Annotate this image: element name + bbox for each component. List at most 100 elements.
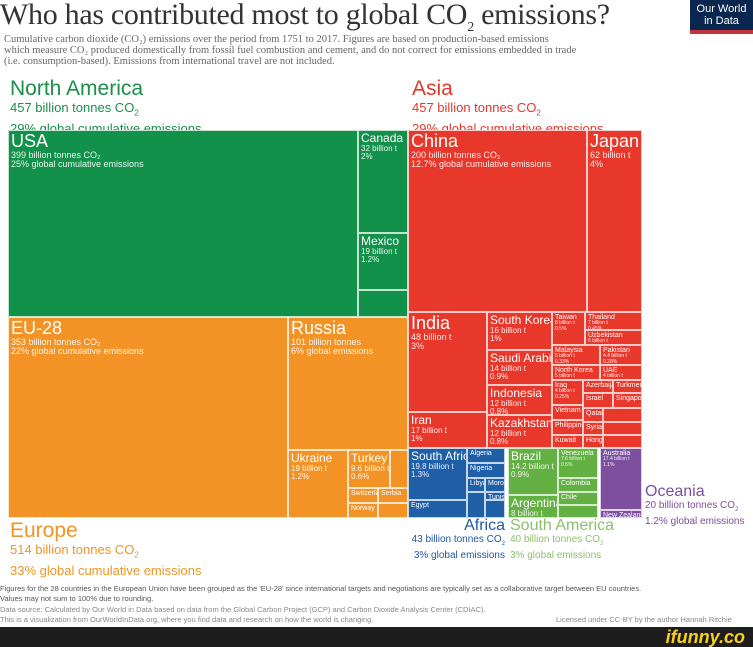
country-tile-new-zealand: New Zealand bbox=[600, 510, 642, 518]
country-tile-azerbaijan: Azerbaijan bbox=[583, 380, 613, 393]
country-name: Colombia bbox=[561, 480, 591, 487]
country-tile-tunisia: Tunisia bbox=[485, 492, 505, 500]
country-value: 17.4 billion t bbox=[603, 456, 630, 463]
country-value: 7 billion t bbox=[588, 320, 608, 327]
country-tile-philippines: Philippines bbox=[552, 420, 583, 435]
country-tile-turkmenistan: Turkmenistan bbox=[613, 380, 642, 393]
country-value: 6 billion t bbox=[588, 338, 608, 345]
country-tile-switzerland: Switzerland bbox=[348, 488, 378, 503]
country-name: Philippines bbox=[555, 422, 582, 429]
country-tile-south-africa: South Africa19.8 billion t1.3% bbox=[408, 448, 467, 500]
country-name: Turkmenistan bbox=[616, 382, 641, 389]
region-label-north-america: North America 457 billion tonnes CO2 29%… bbox=[10, 77, 202, 136]
country-tile-ukraine: Ukraine 19 billion t 1.2% bbox=[288, 450, 348, 518]
country-share: 0.25% bbox=[555, 393, 570, 400]
subtitle-line: which measure CO₂ produced domestically … bbox=[4, 45, 577, 56]
owid-logo[interactable]: Our World in Data bbox=[690, 0, 753, 34]
country-tile-venezuela: Venezuela 7.6 billion t 0.5% bbox=[558, 448, 598, 478]
country-share: 0.5% bbox=[555, 325, 567, 332]
country-tile-small bbox=[467, 492, 485, 518]
country-name: New Zealand bbox=[603, 512, 642, 518]
page-title: Who has contributed most to global CO2 e… bbox=[0, 0, 610, 35]
country-share: 0.45% bbox=[588, 325, 603, 330]
country-name: Norway bbox=[351, 505, 375, 512]
country-name: Hong Kong bbox=[586, 437, 603, 444]
subtitle-line: Cumulative carbon dioxide (CO₂) emission… bbox=[4, 34, 549, 45]
country-share: 1.3% bbox=[411, 469, 430, 479]
country-name: Ukraine bbox=[291, 451, 333, 465]
country-tile-kuwait: Kuwait bbox=[552, 435, 583, 448]
country-share: 0.28% bbox=[603, 358, 618, 365]
country-name: Mexico bbox=[361, 234, 400, 248]
country-name: Canada bbox=[361, 131, 404, 145]
country-tile-indonesia: Indonesia 12 billion t 0.8% bbox=[487, 385, 552, 415]
country-tile-china: China 200 billion tonnes CO₂ 12.7% global … bbox=[408, 130, 587, 312]
country-name: Taiwan bbox=[555, 314, 577, 321]
country-tile-hong-kong: Hong Kong bbox=[583, 435, 603, 448]
country-share: 1.2% bbox=[291, 471, 310, 481]
country-share: 0.9% bbox=[511, 469, 530, 479]
subtitle-line: (i.e. consumption-based). Emissions from… bbox=[4, 56, 335, 67]
country-tile-singapore: Singapore bbox=[613, 393, 642, 408]
country-name: South Africa bbox=[411, 449, 466, 463]
country-tile-small bbox=[358, 290, 408, 317]
country-name: Iran bbox=[411, 413, 432, 427]
country-tile-morocco: Morocco bbox=[485, 478, 505, 492]
country-tile-serbia: Serbia bbox=[378, 488, 408, 503]
license-text[interactable]: Licensed under CC-BY by the author Hanna… bbox=[556, 615, 732, 624]
country-tile-israel: Israel bbox=[583, 393, 613, 408]
footnote: Values may not sum to 100% due to roundi… bbox=[0, 594, 154, 603]
country-name: Vietnam bbox=[555, 407, 581, 414]
country-tile-nigeria: Nigeria bbox=[467, 463, 505, 478]
country-tile-india: India 48 billion t 3% bbox=[408, 312, 487, 412]
country-tile-south-korea: South Korea 16 billion t 1% bbox=[487, 312, 552, 350]
country-value: 4 billion t bbox=[555, 388, 575, 395]
country-name: Kuwait bbox=[555, 437, 577, 444]
country-tile-small bbox=[378, 503, 408, 518]
country-value: 399 billion tonnes CO₂ bbox=[11, 149, 101, 160]
country-tile-small bbox=[603, 422, 642, 435]
country-value: 12 billion t bbox=[490, 428, 527, 438]
country-name: South Korea bbox=[490, 313, 552, 327]
country-value: 7.6 billion t bbox=[561, 456, 585, 463]
country-name: Syria bbox=[586, 424, 602, 431]
country-tile-algeria: Algeria bbox=[467, 448, 505, 463]
region-label-south-america: South America 40 billion tonnes CO2 3% g… bbox=[510, 517, 615, 561]
country-name: Singapore bbox=[616, 395, 642, 402]
country-name: Tunisia bbox=[488, 494, 505, 500]
country-share: 3% bbox=[411, 341, 425, 352]
country-tile-malaysia: Malaysia 5 billion t 0.33% bbox=[552, 345, 600, 365]
country-tile-eu28: EU-28 353 billion tonnes CO₂ 22% global cu… bbox=[8, 317, 288, 518]
country-name: Nigeria bbox=[470, 465, 493, 472]
country-name: Israel bbox=[586, 395, 604, 402]
country-value: 101 billion tonnes bbox=[291, 336, 362, 347]
country-value: 19 billion t bbox=[361, 246, 398, 256]
country-name: Iraq bbox=[555, 382, 568, 389]
country-value: 8 billion t bbox=[555, 320, 575, 327]
country-name: UAE bbox=[603, 367, 618, 374]
country-value: 48 billion t bbox=[411, 331, 452, 342]
region-label-africa: Africa 43 billion tonnes CO2 3% global e… bbox=[411, 517, 505, 561]
country-tile-qatar: Qatar bbox=[583, 408, 603, 422]
source-link[interactable]: This is a visualization from OurWorldInD… bbox=[0, 615, 374, 624]
country-name: Morocco bbox=[488, 480, 504, 487]
country-name: Australia bbox=[603, 450, 631, 457]
country-value: 19 billion t bbox=[291, 463, 328, 473]
country-value: 5 billion t bbox=[555, 353, 575, 360]
country-value: 32 billion t bbox=[361, 143, 398, 153]
country-name: EU-28 bbox=[11, 318, 63, 338]
country-name: Thailand bbox=[588, 314, 615, 321]
country-tile-small bbox=[603, 435, 642, 448]
country-tile-thailand: Thailand 7 billion t 0.45% bbox=[585, 312, 642, 330]
country-tile-syria: Syria bbox=[583, 422, 603, 435]
country-share: 1.1% bbox=[603, 461, 615, 468]
country-share: 6% global emissions bbox=[291, 346, 374, 357]
country-name: Qatar bbox=[586, 410, 603, 417]
country-tile-russia: Russia 101 billion tonnes 6% global emissi… bbox=[288, 317, 408, 450]
country-tile-saudi-arabia: Saudi Arabia 14 billion t 0.9% bbox=[487, 350, 552, 385]
country-share: 12.7% global cumulative emissions bbox=[411, 159, 552, 170]
country-share: 1% bbox=[490, 333, 502, 343]
country-tile-pakistan: Pakistan 4.4 billion t 0.28% bbox=[600, 345, 642, 365]
